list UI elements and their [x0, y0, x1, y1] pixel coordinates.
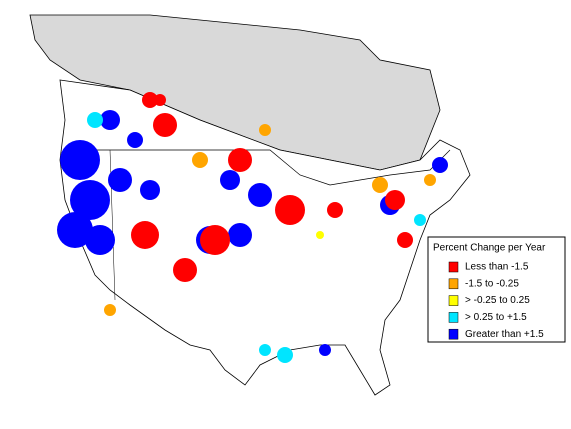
legend-swatch	[448, 295, 459, 306]
legend-swatch	[448, 278, 459, 290]
range-blob	[57, 212, 93, 248]
range-blob	[432, 157, 448, 173]
blobs	[57, 92, 448, 363]
southern-region	[59, 79, 471, 396]
legend-swatch	[448, 312, 459, 323]
range-blob	[414, 214, 426, 226]
range-blob	[140, 180, 160, 200]
range-blob	[104, 304, 116, 316]
range-blob	[70, 180, 110, 220]
range-blob	[220, 170, 240, 190]
legend-label: > 0.25 to +1.5	[465, 312, 527, 323]
range-blob	[319, 344, 331, 356]
range-blob	[275, 195, 305, 225]
range-blob	[192, 152, 208, 168]
range-blob	[277, 347, 293, 363]
range-blob	[372, 177, 388, 193]
legend-title: Percent Change per Year	[433, 243, 546, 254]
land	[29, 14, 471, 396]
range-blob	[385, 190, 405, 210]
range-blob	[60, 140, 100, 180]
legend-box	[427, 236, 566, 343]
range-blob	[228, 148, 252, 172]
range-blob	[200, 225, 230, 255]
range-blob	[259, 344, 271, 356]
range-blob	[259, 124, 271, 136]
range-blob	[131, 221, 159, 249]
range-blob	[127, 132, 143, 148]
range-blob	[248, 183, 272, 207]
range-blob	[154, 94, 166, 106]
legend-label: > -0.25 to 0.25	[465, 295, 530, 306]
range-blob	[153, 113, 177, 137]
legend-label: -1.5 to -0.25	[465, 278, 519, 289]
range-blob	[424, 174, 436, 186]
legend-swatch	[448, 328, 459, 340]
range-blob	[228, 223, 252, 247]
range-blob	[173, 258, 197, 282]
range-blob	[108, 168, 132, 192]
legend-swatch	[448, 261, 459, 273]
range-blob	[85, 225, 115, 255]
range-blob	[142, 92, 158, 108]
range-blob	[100, 110, 120, 130]
border	[68, 149, 451, 186]
range-blob	[87, 112, 103, 128]
range-blob	[316, 231, 324, 239]
legend-label: Less than -1.5	[465, 262, 529, 273]
legend-label: Greater than +1.5	[465, 329, 544, 340]
legend: Percent Change per Year Less than -1.5 -1…	[427, 236, 566, 343]
range-blob	[327, 202, 343, 218]
range-blob	[397, 232, 413, 248]
